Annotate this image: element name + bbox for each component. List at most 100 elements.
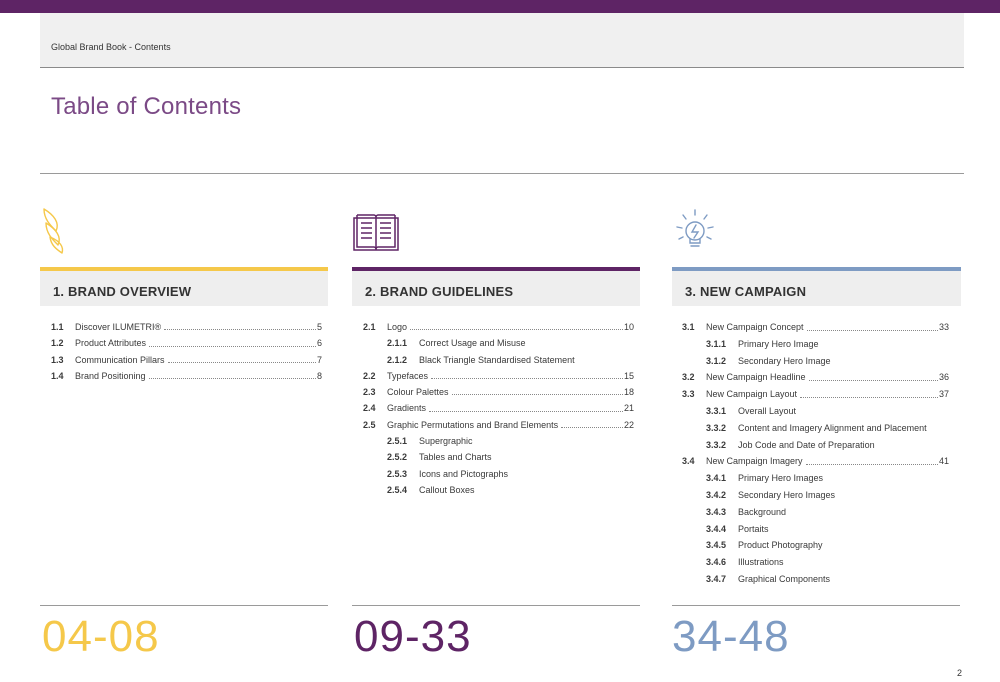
toc-subentry[interactable]: 3.4.5 Product Photography (672, 537, 961, 554)
toc-text: Secondary Hero Image (738, 355, 831, 366)
toc-subentry[interactable]: 3.3.1 Overall Layout (672, 403, 961, 420)
toc-text: Content and Imagery Alignment and Placem… (738, 422, 927, 433)
toc-entry[interactable]: 1.1 Discover ILUMETRI® 5 (40, 319, 328, 335)
toc-text: Supergraphic (419, 436, 473, 447)
toc-entry[interactable]: 3.1 New Campaign Concept 33 (672, 319, 961, 336)
toc-subentry[interactable]: 3.4.6 Illustrations (672, 554, 961, 571)
toc-entry[interactable]: 1.2 Product Attributes 6 (40, 335, 328, 351)
toc-number: 3.4.2 (706, 489, 727, 500)
toc-number: 3.1.1 (706, 338, 727, 349)
toc-number: 2.5.2 (387, 452, 408, 463)
toc-text: Correct Usage and Misuse (419, 338, 526, 349)
toc-number: 3.4.1 (706, 473, 727, 484)
toc-text: Black Triangle Standardised Statement (419, 354, 575, 365)
toc-subentry[interactable]: 2.5.1 Supergraphic (352, 433, 640, 449)
toc-subentry[interactable]: 3.4.4 Portaits (672, 521, 961, 538)
toc-number: 2.2 (363, 370, 376, 381)
toc-number: 3.3 (682, 389, 695, 400)
dot-leader (451, 384, 623, 396)
toc-text: Colour Palettes (387, 387, 449, 398)
toc-entry[interactable]: 1.4 Brand Positioning 8 (40, 368, 328, 384)
dot-leader (431, 368, 623, 380)
toc-subentry[interactable]: 2.1.1 Correct Usage and Misuse (352, 335, 640, 351)
toc-subentry[interactable]: 2.5.2 Tables and Charts (352, 449, 640, 465)
toc-number: 1.2 (51, 338, 64, 349)
toc-page: 6 (316, 338, 322, 349)
toc-page: 37 (938, 389, 949, 400)
footer-divider (672, 605, 960, 606)
toc-list: 3.1 New Campaign Concept 33 3.1.1 Primary H… (672, 319, 961, 588)
toc-subentry[interactable]: 3.3.2 Job Code and Date of Preparation (672, 437, 961, 454)
toc-subentry[interactable]: 3.4.2 Secondary Hero Images (672, 487, 961, 504)
toc-number: 3.1.2 (706, 355, 727, 366)
dot-leader (800, 386, 938, 398)
toc-text: Typefaces (387, 370, 429, 381)
toc-entry[interactable]: 2.1 Logo 10 (352, 319, 640, 335)
toc-subentry[interactable]: 3.3.2 Content and Imagery Alignment and P… (672, 420, 961, 437)
toc-page: 18 (623, 387, 634, 398)
toc-number: 2.5 (363, 419, 376, 430)
section-header: 2. BRAND GUIDELINES (352, 271, 640, 306)
section-header: 1. BRAND OVERVIEW (40, 271, 328, 306)
dot-leader (806, 319, 938, 331)
toc-subentry[interactable]: 2.5.3 Icons and Pictographs (352, 466, 640, 482)
toc-entry[interactable]: 2.2 Typefaces 15 (352, 368, 640, 384)
dot-leader (808, 369, 938, 382)
toc-number: 3.3.2 (706, 439, 727, 450)
toc-entry[interactable]: 2.4 Gradients 21 (352, 400, 640, 416)
toc-text: Portaits (738, 523, 769, 534)
toc-text: New Campaign Imagery (706, 456, 803, 467)
toc-text: Job Code and Date of Preparation (738, 439, 875, 450)
toc-number: 3.3.2 (706, 422, 727, 433)
toc-entry[interactable]: 2.5 Graphic Permutations and Brand Elemen… (352, 417, 640, 433)
toc-number: 3.3.1 (706, 405, 727, 416)
toc-number: 3.4.7 (706, 573, 727, 584)
toc-number: 3.1 (682, 322, 695, 332)
toc-number: 2.5.3 (387, 468, 408, 479)
toc-page: 15 (623, 370, 634, 381)
page-title: Table of Contents (51, 93, 242, 120)
footer-divider (40, 605, 328, 606)
toc-text: Tables and Charts (419, 452, 492, 463)
toc-text: Product Attributes (75, 338, 147, 349)
toc-text: Background (738, 506, 787, 517)
toc-subentry[interactable]: 2.5.4 Callout Boxes (352, 482, 640, 498)
toc-entry[interactable]: 3.3 New Campaign Layout 37 (672, 386, 961, 403)
toc-text: Overall Layout (738, 405, 797, 416)
section-accent-bar (672, 267, 961, 271)
toc-subentry[interactable]: 3.1.2 Secondary Hero Image (672, 353, 961, 370)
toc-text: Brand Positioning (75, 370, 146, 381)
toc-entry[interactable]: 2.3 Colour Palettes 18 (352, 384, 640, 400)
section-title: 2. BRAND GUIDELINES (365, 284, 514, 299)
toc-number: 2.1 (363, 322, 376, 332)
toc-text: New Campaign Headline (706, 372, 806, 383)
page-range-brand-overview: 04-08 (42, 612, 160, 661)
toc-text: New Campaign Layout (706, 389, 798, 400)
toc-subentry[interactable]: 2.1.2 Black Triangle Standardised Stateme… (352, 352, 640, 368)
toc-text: Icons and Pictographs (419, 468, 509, 479)
top-accent-bar (0, 0, 1000, 13)
section-accent-bar (352, 267, 640, 271)
toc-entry[interactable]: 3.4 New Campaign Imagery 41 (672, 453, 961, 470)
toc-text: Product Photography (738, 540, 823, 551)
toc-number: 1.3 (51, 354, 64, 365)
toc-text: Graphic Permutations and Brand Elements (387, 419, 559, 430)
toc-text: Primary Hero Images (738, 473, 824, 484)
toc-number: 2.1.2 (387, 354, 408, 365)
toc-entry[interactable]: 3.2 New Campaign Headline 36 (672, 369, 961, 386)
toc-entry[interactable]: 1.3 Communication Pillars 7 (40, 352, 328, 368)
toc-number: 1.1 (51, 322, 64, 332)
toc-number: 2.5.1 (387, 436, 408, 447)
toc-text: Primary Hero Image (738, 338, 819, 349)
section-accent-bar (40, 267, 328, 271)
toc-number: 3.4.6 (706, 557, 727, 568)
toc-subentry[interactable]: 3.4.1 Primary Hero Images (672, 470, 961, 487)
toc-subentry[interactable]: 3.1.1 Primary Hero Image (672, 336, 961, 353)
toc-number: 3.4.4 (706, 523, 727, 534)
toc-text: Graphical Components (738, 573, 831, 584)
dot-leader (164, 319, 316, 331)
section-header: 3. NEW CAMPAIGN (672, 271, 961, 306)
toc-subentry[interactable]: 3.4.3 Background (672, 504, 961, 521)
toc-text: Communication Pillars (75, 354, 165, 365)
toc-subentry[interactable]: 3.4.7 Graphical Components (672, 571, 961, 588)
